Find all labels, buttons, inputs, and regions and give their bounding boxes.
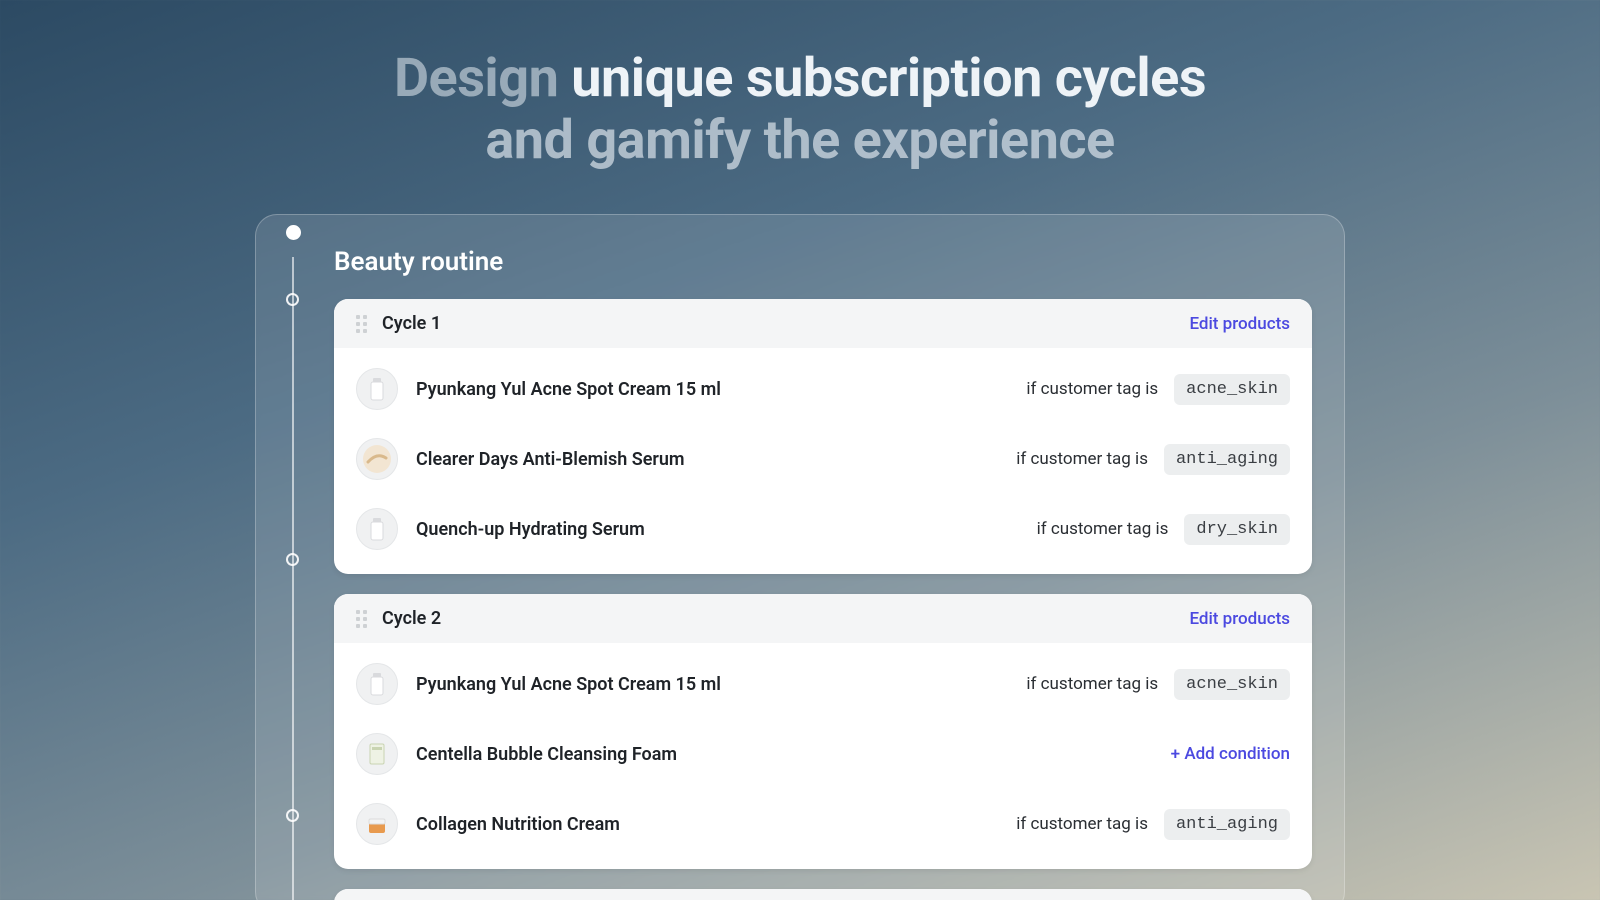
- hero-line2: and gamify the experience: [0, 110, 1600, 172]
- timeline-ring-cycle1: [286, 293, 299, 306]
- product-thumb: [356, 803, 398, 845]
- add-condition-link[interactable]: + Add condition: [1171, 744, 1290, 764]
- edit-products-link[interactable]: Edit products: [1189, 314, 1290, 334]
- edit-products-link[interactable]: Edit products: [1189, 609, 1290, 629]
- product-thumb: [356, 368, 398, 410]
- panel: Beauty routine Cycle 1 Edit products Pyunk…: [255, 214, 1345, 900]
- cycle-header: Cycle 1 Edit products: [334, 299, 1312, 348]
- timeline-ring-cycle2: [286, 553, 299, 566]
- product-name: Quench-up Hydrating Serum: [416, 519, 645, 540]
- product-name: Clearer Days Anti-Blemish Serum: [416, 449, 685, 470]
- tag-chip: anti_aging: [1164, 444, 1290, 475]
- hero-heading: Design unique subscription cycles and ga…: [0, 48, 1600, 172]
- cycles-list: Cycle 1 Edit products Pyunkang Yul Acne Sp…: [334, 299, 1312, 900]
- product-row: Pyunkang Yul Acne Spot Cream 15 ml if cus…: [356, 649, 1290, 719]
- condition-text: if customer tag is: [1037, 519, 1169, 539]
- product-name: Collagen Nutrition Cream: [416, 814, 620, 835]
- panel-title: Beauty routine: [334, 247, 1312, 277]
- cycle-items: Pyunkang Yul Acne Spot Cream 15 ml if cus…: [334, 643, 1312, 869]
- timeline-dot-start: [286, 225, 301, 240]
- hero-line1-strong: unique subscription cycles: [571, 47, 1206, 110]
- tag-chip: dry_skin: [1184, 514, 1290, 545]
- tag-chip: acne_skin: [1174, 669, 1290, 700]
- product-row: Collagen Nutrition Cream if customer tag …: [356, 789, 1290, 859]
- tag-chip: anti_aging: [1164, 809, 1290, 840]
- product-name: Centella Bubble Cleansing Foam: [416, 744, 677, 765]
- hero-line1-muted: Design: [394, 47, 558, 110]
- product-thumb: [356, 733, 398, 775]
- product-condition: if customer tag is acne_skin: [1026, 669, 1290, 700]
- product-row: Centella Bubble Cleansing Foam + Add cond…: [356, 719, 1290, 789]
- cycle-card: Cycle 1 Edit products Pyunkang Yul Acne Sp…: [334, 299, 1312, 574]
- tag-chip: acne_skin: [1174, 374, 1290, 405]
- cycle-title: Cycle 1: [382, 313, 441, 334]
- condition-text: if customer tag is: [1026, 674, 1158, 694]
- cycle-items: Pyunkang Yul Acne Spot Cream 15 ml if cus…: [334, 348, 1312, 574]
- product-condition: + Add condition: [1171, 744, 1290, 764]
- product-row: Quench-up Hydrating Serum if customer tag…: [356, 494, 1290, 564]
- drag-handle-icon[interactable]: [356, 610, 368, 628]
- product-thumb: [356, 438, 398, 480]
- product-row: Pyunkang Yul Acne Spot Cream 15 ml if cus…: [356, 354, 1290, 424]
- product-name: Pyunkang Yul Acne Spot Cream 15 ml: [416, 674, 721, 695]
- cycle-header: Cycle 2 Edit products: [334, 594, 1312, 643]
- product-condition: if customer tag is acne_skin: [1026, 374, 1290, 405]
- product-thumb: [356, 663, 398, 705]
- product-condition: if customer tag is anti_aging: [1016, 809, 1290, 840]
- product-name: Pyunkang Yul Acne Spot Cream 15 ml: [416, 379, 721, 400]
- drag-handle-icon[interactable]: [356, 315, 368, 333]
- condition-text: if customer tag is: [1016, 814, 1148, 834]
- product-thumb: [356, 508, 398, 550]
- cycle-title: Cycle 2: [382, 608, 441, 629]
- product-row: Clearer Days Anti-Blemish Serum if custom…: [356, 424, 1290, 494]
- cycle-card: Cycle 2 Edit products Pyunkang Yul Acne Sp…: [334, 594, 1312, 869]
- product-condition: if customer tag is anti_aging: [1016, 444, 1290, 475]
- timeline-ring-cycle3: [286, 809, 299, 822]
- cycle-header: Cycle 3Edit: [334, 889, 1312, 900]
- condition-text: if customer tag is: [1026, 379, 1158, 399]
- timeline-line: [292, 257, 294, 900]
- cycle-card: Cycle 3Edit: [334, 889, 1312, 900]
- condition-text: if customer tag is: [1016, 449, 1148, 469]
- hero: Design unique subscription cycles and ga…: [0, 0, 1600, 172]
- product-condition: if customer tag is dry_skin: [1037, 514, 1290, 545]
